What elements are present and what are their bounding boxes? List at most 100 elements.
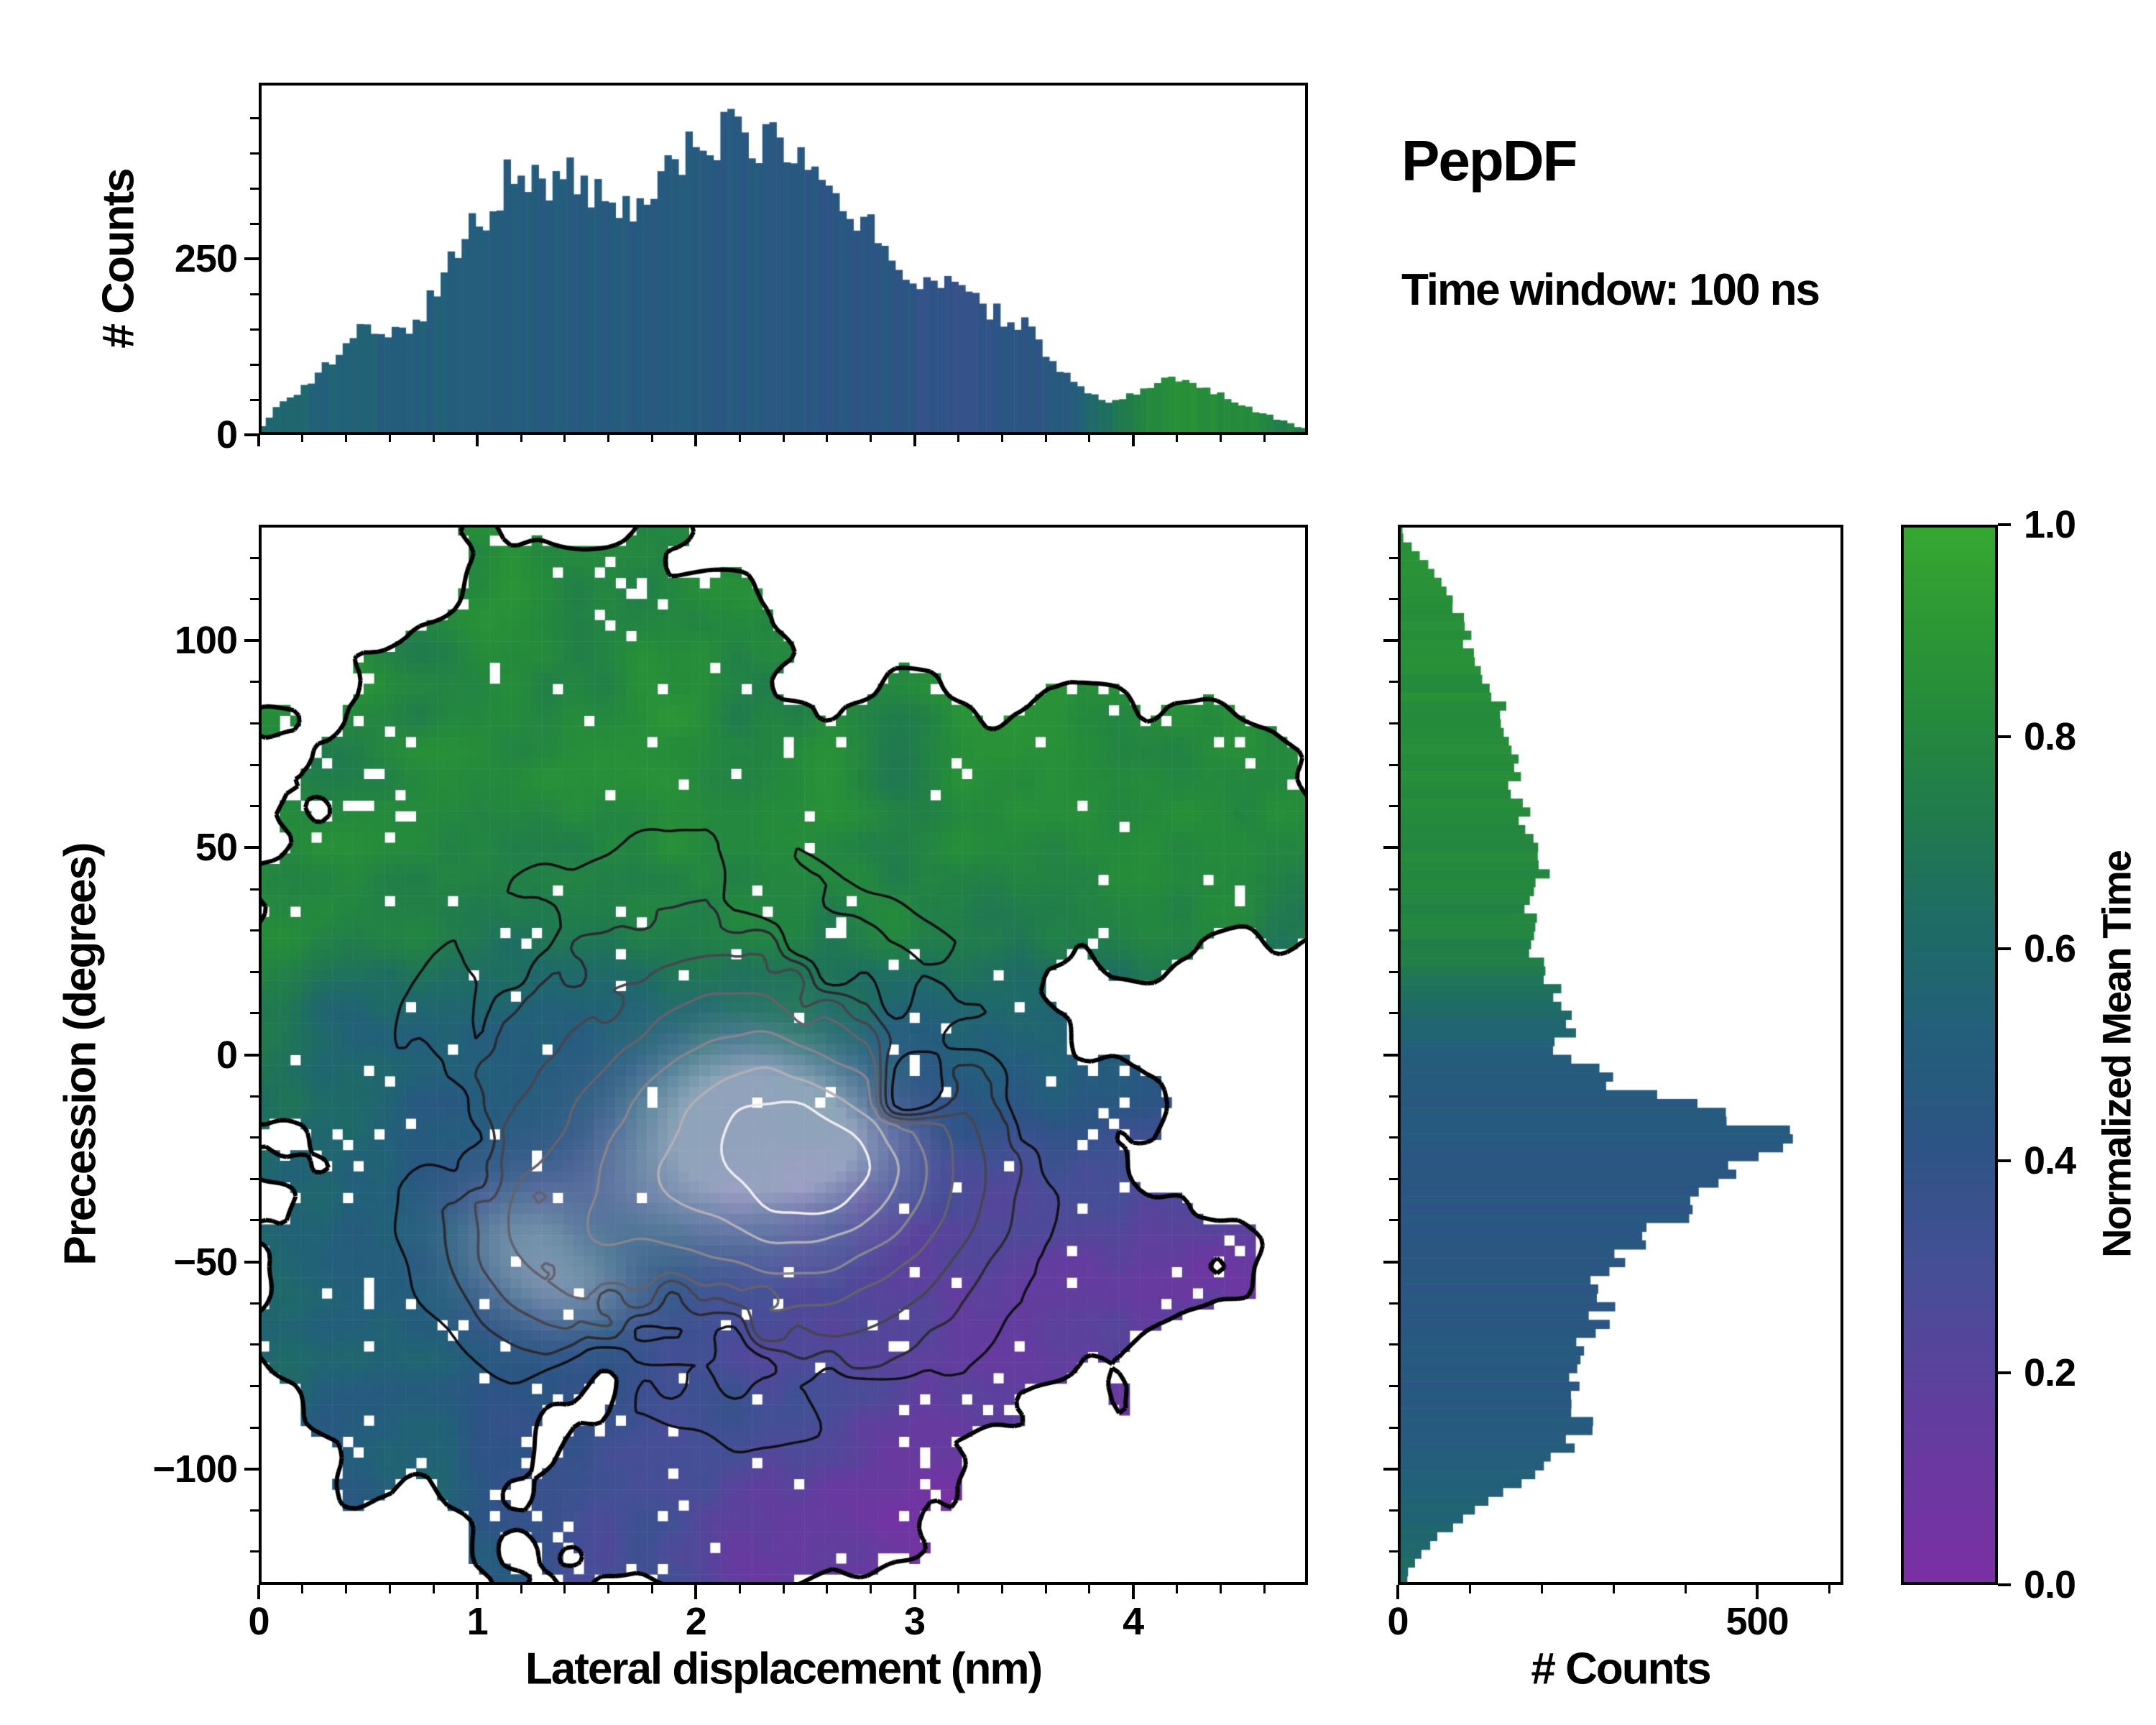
tick-mark: [1389, 1219, 1398, 1222]
tick-mark: [1088, 1585, 1091, 1593]
tick-mark: [301, 435, 304, 442]
tick-mark: [250, 1343, 259, 1346]
tick-mark: [1396, 1585, 1399, 1599]
right-histogram-canvas: [1398, 525, 1843, 1585]
tick-mark: [1389, 598, 1398, 601]
tick-mark: [250, 805, 259, 808]
tick-label: 50: [195, 826, 238, 870]
tick-mark: [1998, 947, 2011, 950]
tick-mark: [607, 1585, 610, 1593]
tick-mark: [250, 681, 259, 684]
tick-mark: [1383, 639, 1398, 643]
tick-mark: [1389, 1384, 1398, 1387]
tick-mark: [244, 1053, 259, 1057]
tick-mark: [250, 328, 259, 331]
tick-mark: [563, 435, 566, 442]
tick-label: 1: [466, 1600, 489, 1643]
tick-mark: [826, 1585, 829, 1593]
tick-mark: [1131, 435, 1135, 446]
tick-mark: [738, 1585, 741, 1593]
tick-label: 250: [174, 237, 238, 280]
tick-mark: [257, 1585, 260, 1599]
tick-mark: [1998, 735, 2011, 738]
tick-mark: [250, 970, 259, 973]
tick-mark: [1389, 1177, 1398, 1180]
tick-mark: [1389, 1426, 1398, 1429]
tick-mark: [1389, 681, 1398, 684]
tick-mark: [1389, 970, 1398, 973]
tick-mark: [244, 846, 259, 850]
tick-label: 0.4: [2024, 1139, 2076, 1182]
tick-label: −50: [173, 1240, 238, 1284]
tick-mark: [250, 1012, 259, 1015]
tick-mark: [651, 435, 653, 442]
tick-mark: [250, 556, 259, 559]
tick-mark: [257, 435, 260, 446]
tick-mark: [250, 187, 259, 190]
tick-label: 3: [903, 1600, 926, 1643]
tick-mark: [1219, 1585, 1222, 1593]
tick-mark: [1219, 435, 1222, 442]
tick-mark: [1088, 435, 1091, 442]
plot-subtitle: Time window: 100 ns: [1401, 265, 1820, 315]
tick-mark: [1389, 763, 1398, 766]
tick-label: 2: [685, 1600, 707, 1643]
tick-label: 1.0: [2024, 503, 2076, 546]
tick-mark: [957, 1585, 959, 1593]
top-histogram-canvas: [259, 83, 1308, 435]
tick-mark: [1389, 1095, 1398, 1098]
tick-label: 4: [1123, 1600, 1144, 1643]
tick-mark: [1998, 1583, 2011, 1586]
tick-label: 0.6: [2024, 927, 2076, 970]
tick-mark: [244, 433, 259, 436]
tick-mark: [1389, 1509, 1398, 1512]
tick-mark: [250, 116, 259, 119]
main-x-axis-label: Lateral displacement (nm): [525, 1644, 1043, 1694]
tick-mark: [250, 1219, 259, 1222]
tick-mark: [250, 1095, 259, 1098]
tick-mark: [1998, 523, 2011, 526]
tick-mark: [1684, 1585, 1687, 1593]
tick-mark: [1000, 1585, 1003, 1593]
tick-mark: [250, 763, 259, 766]
tick-mark: [250, 1302, 259, 1305]
tick-mark: [250, 152, 259, 155]
tick-mark: [1468, 1585, 1471, 1593]
tick-mark: [1389, 1550, 1398, 1553]
tick-mark: [1000, 435, 1003, 442]
tick-mark: [1998, 1371, 2011, 1374]
tick-mark: [250, 1384, 259, 1387]
tick-mark: [250, 1136, 259, 1139]
main-y-axis-label: Precession (degrees): [55, 843, 106, 1266]
tick-mark: [651, 1585, 653, 1593]
tick-mark: [250, 1426, 259, 1429]
tick-mark: [1389, 888, 1398, 891]
tick-mark: [250, 1550, 259, 1553]
tick-mark: [782, 1585, 785, 1593]
tick-mark: [1383, 1260, 1398, 1264]
tick-mark: [1389, 929, 1398, 932]
tick-mark: [1389, 556, 1398, 559]
tick-mark: [432, 435, 435, 442]
tick-mark: [250, 888, 259, 891]
main-heatmap-canvas: [259, 525, 1308, 1585]
tick-mark: [520, 435, 522, 442]
tick-mark: [250, 929, 259, 932]
tick-label: 0: [216, 413, 238, 456]
tick-mark: [250, 398, 259, 401]
tick-label: 0.2: [2024, 1351, 2076, 1394]
tick-label: −100: [152, 1447, 238, 1491]
tick-mark: [870, 435, 872, 442]
tick-mark: [1540, 1585, 1543, 1593]
tick-label: 0: [248, 1600, 270, 1643]
tick-mark: [250, 1177, 259, 1180]
tick-mark: [244, 257, 259, 260]
tick-mark: [250, 222, 259, 225]
tick-mark: [250, 363, 259, 366]
tick-mark: [250, 722, 259, 725]
plot-title: PepDF: [1401, 129, 1577, 193]
tick-mark: [738, 435, 741, 442]
tick-mark: [1612, 1585, 1615, 1593]
tick-mark: [1389, 805, 1398, 808]
